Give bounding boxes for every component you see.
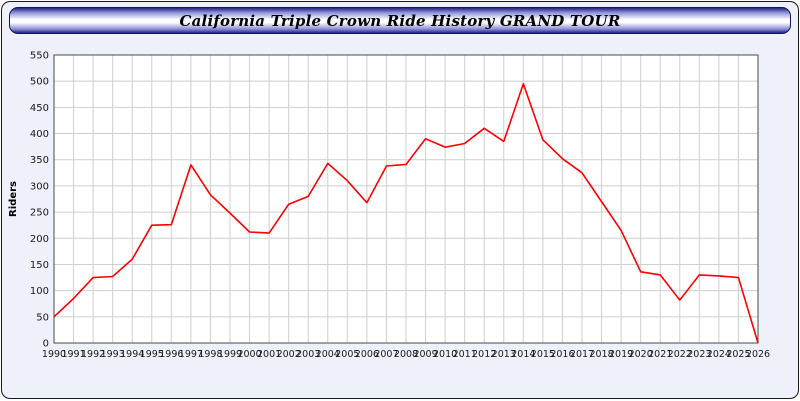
y-tick-label: 50 <box>36 312 49 323</box>
x-tick-label: 2003 <box>296 349 320 360</box>
x-tick-label: 2006 <box>355 349 379 360</box>
y-tick-label: 400 <box>30 129 49 140</box>
x-tick-label: 2004 <box>316 349 340 360</box>
x-tick-label: 2017 <box>570 349 594 360</box>
y-tick-label: 300 <box>30 181 49 192</box>
x-tick-label: 2010 <box>433 349 457 360</box>
x-tick-label: 1996 <box>159 349 183 360</box>
x-tick-label: 1994 <box>120 349 144 360</box>
y-tick-label: 0 <box>43 339 49 350</box>
y-tick-label: 200 <box>30 234 49 245</box>
riders-line-series <box>53 82 759 344</box>
x-tick-label: 2009 <box>413 349 437 360</box>
x-tick-label: 1998 <box>198 349 222 360</box>
y-tick-label: 350 <box>30 155 49 166</box>
x-tick-label: 1992 <box>81 349 105 360</box>
y-tick-label: 150 <box>30 260 49 271</box>
x-tick-label: 1991 <box>61 349 85 360</box>
x-tick-label: 2023 <box>687 349 711 360</box>
x-tick-label: 1990 <box>42 349 66 360</box>
x-tick-label: 1997 <box>179 349 203 360</box>
x-tick-label: 2019 <box>609 349 633 360</box>
x-tick-label: 2025 <box>726 349 750 360</box>
x-tick-label: 2022 <box>668 349 692 360</box>
x-tick-label: 2018 <box>589 349 613 360</box>
chart-title: California Triple Crown Ride History GRA… <box>179 11 621 30</box>
chart-title-banner: California Triple Crown Ride History GRA… <box>9 7 791 34</box>
y-tick-label: 450 <box>30 103 49 114</box>
y-tick-label: 250 <box>30 208 49 219</box>
x-tick-label: 2016 <box>550 349 574 360</box>
x-tick-label: 2002 <box>277 349 301 360</box>
x-tick-label: 2005 <box>335 349 359 360</box>
x-tick-label: 2008 <box>394 349 418 360</box>
y-tick-label: 100 <box>30 286 49 297</box>
x-tick-label: 2007 <box>374 349 398 360</box>
x-tick-label: 2012 <box>472 349 496 360</box>
x-tick-label: 2014 <box>511 349 535 360</box>
chart-area: 0 50 100 150 200 250 300 350 400 450 500 550 1990 199… <box>2 43 798 398</box>
x-tick-label: 1995 <box>140 349 164 360</box>
x-tick-label: 2015 <box>531 349 555 360</box>
chart-svg: 0501001502002503003504004505005501990199… <box>8 51 770 361</box>
y-axis-title: Riders <box>8 181 19 217</box>
x-tick-label: 2021 <box>648 349 672 360</box>
x-tick-label: 2020 <box>629 349 653 360</box>
y-tick-label: 500 <box>30 77 49 88</box>
x-tick-label: 2024 <box>707 349 731 360</box>
x-tick-label: 2000 <box>237 349 261 360</box>
plot-border <box>53 54 759 344</box>
x-tick-label: 2011 <box>453 349 477 360</box>
x-tick-label: 2026 <box>746 349 770 360</box>
x-tick-label: 2013 <box>492 349 516 360</box>
y-tick-label: 550 <box>30 51 49 62</box>
x-tick-label: 1993 <box>101 349 125 360</box>
x-tick-label: 1999 <box>218 349 242 360</box>
x-tick-label: 2001 <box>257 349 281 360</box>
